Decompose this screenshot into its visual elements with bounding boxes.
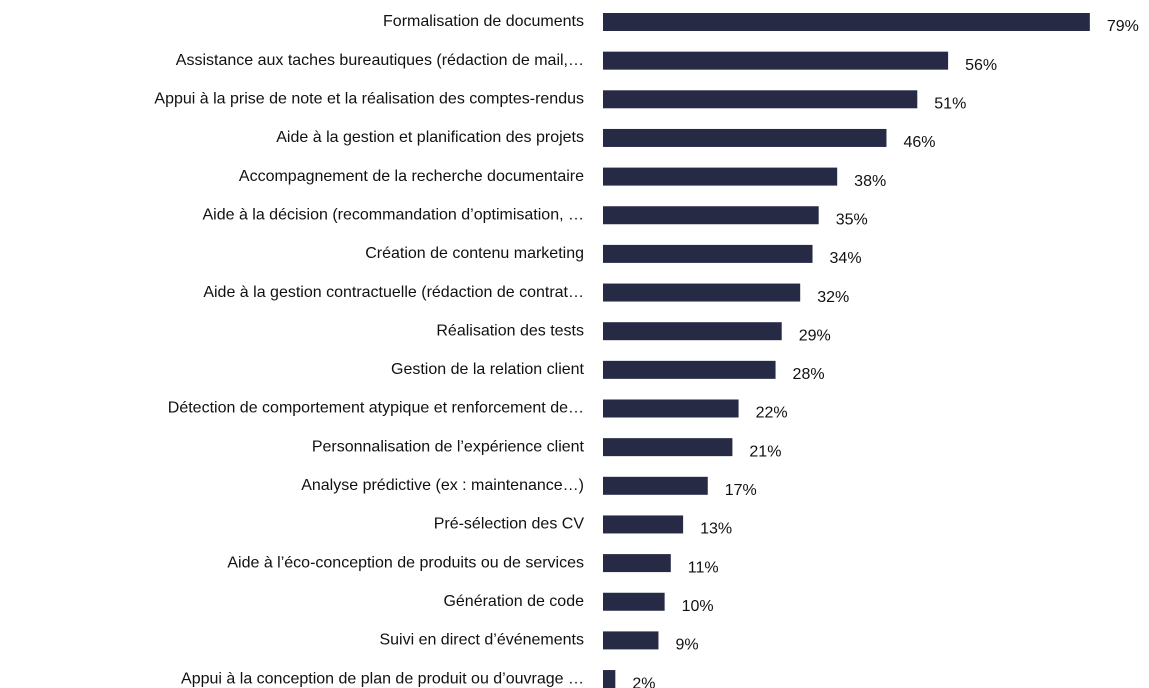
value-label: 22% bbox=[756, 405, 788, 422]
bar bbox=[603, 13, 1090, 31]
value-label: 46% bbox=[903, 134, 935, 151]
value-label: 32% bbox=[817, 289, 849, 306]
bar bbox=[603, 592, 665, 611]
value-label: 28% bbox=[793, 366, 825, 383]
value-label: 11% bbox=[688, 559, 719, 576]
value-label: 35% bbox=[836, 211, 868, 228]
category-label: Assistance aux taches bureautiques (réda… bbox=[176, 52, 584, 69]
category-label: Réalisation des tests bbox=[436, 322, 584, 339]
bar bbox=[603, 322, 782, 341]
value-label: 17% bbox=[725, 482, 757, 499]
bar bbox=[603, 128, 887, 147]
category-label: Gestion de la relation client bbox=[391, 361, 585, 378]
category-label: Aide à la décision (recommandation d’opt… bbox=[202, 206, 584, 223]
category-label: Appui à la conception de plan de produit… bbox=[181, 670, 584, 687]
bar bbox=[603, 554, 671, 573]
bar bbox=[603, 51, 949, 70]
value-label: 38% bbox=[854, 173, 886, 190]
bar bbox=[603, 476, 708, 495]
bar bbox=[603, 670, 616, 688]
value-label: 51% bbox=[934, 96, 966, 113]
category-label: Personnalisation de l’expérience client bbox=[312, 438, 585, 455]
category-label: Détection de comportement atypique et re… bbox=[168, 400, 584, 417]
category-label: Génération de code bbox=[443, 593, 584, 610]
bar bbox=[603, 206, 819, 225]
bar bbox=[603, 631, 659, 650]
bar bbox=[603, 360, 776, 379]
bar bbox=[603, 167, 838, 186]
category-label: Aide à l’éco-conception de produits ou d… bbox=[227, 554, 584, 571]
category-label: Aide à la gestion et planification des p… bbox=[276, 129, 584, 146]
value-label: 13% bbox=[700, 521, 732, 538]
category-label: Pré-sélection des CV bbox=[434, 516, 585, 533]
category-label: Accompagnement de la recherche documenta… bbox=[239, 168, 584, 185]
value-label: 2% bbox=[632, 675, 655, 688]
bar bbox=[603, 244, 813, 263]
bar bbox=[603, 438, 733, 457]
value-label: 79% bbox=[1107, 18, 1139, 35]
bar bbox=[603, 399, 739, 418]
bar bbox=[603, 90, 918, 109]
category-label: Suivi en direct d’événements bbox=[379, 632, 584, 649]
category-label: Analyse prédictive (ex : maintenance…) bbox=[301, 477, 584, 494]
category-label: Aide à la gestion contractuelle (rédacti… bbox=[203, 284, 584, 301]
value-label: 10% bbox=[682, 598, 714, 615]
category-label: Appui à la prise de note et la réalisati… bbox=[154, 91, 584, 108]
category-label: Formalisation de documents bbox=[383, 13, 584, 30]
value-label: 56% bbox=[965, 57, 997, 74]
value-label: 21% bbox=[749, 443, 781, 460]
value-label: 34% bbox=[830, 250, 862, 267]
bar bbox=[603, 515, 684, 534]
category-label: Création de contenu marketing bbox=[365, 245, 584, 262]
value-label: 29% bbox=[799, 327, 831, 344]
bar bbox=[603, 283, 801, 302]
value-label: 9% bbox=[675, 637, 698, 654]
